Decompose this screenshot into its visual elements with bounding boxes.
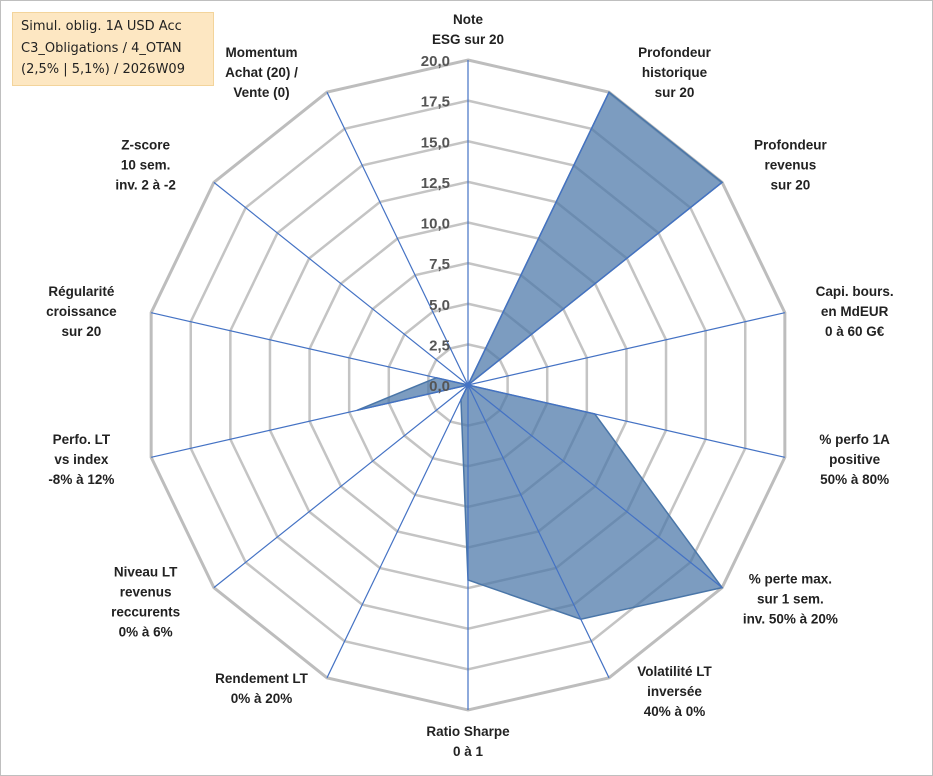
chart-title-box: Simul. oblig. 1A USD Acc C3_Obligations … — [12, 12, 214, 86]
axis-label: Régularité croissance sur 20 — [46, 284, 117, 339]
tick-label: 0,0 — [429, 378, 450, 395]
axis-label-line: 10 sem. — [121, 157, 171, 172]
axis-label-line: 0 à 1 — [453, 744, 484, 759]
radar-spoke — [326, 384, 469, 679]
axis-label-line: Momentum — [226, 45, 298, 60]
radar-spoke — [467, 384, 610, 679]
axis-label-line: revenus — [764, 157, 816, 172]
axis-label-line: vs index — [54, 452, 109, 467]
axis-label: Capi. bours. en MdEUR 0 à 60 G€ — [816, 284, 894, 339]
axis-label-line: Rendement LT — [215, 671, 309, 686]
axis-label: Momentum Achat (20) / Vente (0) — [225, 45, 298, 100]
axis-label-line: % perfo 1A — [819, 432, 890, 447]
series-area — [356, 91, 724, 621]
radar-spoke — [326, 91, 469, 386]
axis-label-line: inversée — [647, 684, 702, 699]
axis-label-line: Volatilité LT — [637, 664, 712, 679]
axis-label-line: Z-score — [121, 137, 170, 152]
radar-spoke — [467, 91, 610, 386]
radar-spoke — [151, 312, 469, 386]
axis-label-line: sur 20 — [61, 324, 101, 339]
title-line-2: C3_Obligations / 4_OTAN — [21, 40, 182, 56]
title-line-3: (2,5% | 5,1%) / 2026W09 — [21, 62, 185, 77]
axis-label: Note ESG sur 20 — [432, 12, 504, 47]
tick-label: 20,0 — [421, 53, 450, 70]
tick-label: 17,5 — [421, 94, 450, 111]
axis-label-line: sur 1 sem. — [757, 592, 824, 607]
axis-label: Niveau LT revenus reccurents 0% à 6% — [111, 565, 180, 640]
axis-label-line: inv. 50% à 20% — [743, 612, 838, 627]
radar-spoke — [213, 181, 469, 386]
radar-spoke — [467, 312, 785, 386]
axis-label-line: revenus — [120, 585, 172, 600]
radar-spoke — [467, 384, 723, 589]
axis-label-line: Profondeur — [638, 45, 711, 60]
tick-label: 5,0 — [429, 297, 450, 314]
axis-label: Rendement LT 0% à 20% — [215, 671, 309, 706]
axis-label: % perfo 1A positive 50% à 80% — [819, 432, 890, 487]
axis-label-line: Régularité — [48, 284, 115, 299]
axis-label-line: historique — [642, 65, 708, 80]
axis-label-line: Vente (0) — [233, 85, 289, 100]
axis-label-line: reccurents — [111, 605, 180, 620]
axis-label: Z-score 10 sem. inv. 2 à -2 — [115, 137, 176, 192]
axis-label-line: % perte max. — [749, 572, 832, 587]
axis-label: Ratio Sharpe 0 à 1 — [426, 724, 510, 759]
axis-label-line: -8% à 12% — [48, 472, 114, 487]
radar-spoke — [151, 384, 469, 458]
axis-label-line: sur 20 — [770, 177, 810, 192]
radar-spoke — [467, 384, 785, 458]
axis-label-line: positive — [829, 452, 881, 467]
axis-label-line: Perfo. LT — [53, 432, 111, 447]
axis-label-line: 50% à 80% — [820, 472, 889, 487]
axis-label-line: ESG sur 20 — [432, 32, 504, 47]
axis-label-line: en MdEUR — [821, 304, 889, 319]
tick-label: 10,0 — [421, 216, 450, 233]
radar-spoke — [467, 181, 723, 386]
axis-label-line: Niveau LT — [114, 565, 178, 580]
radar-spoke — [213, 384, 469, 589]
tick-label: 15,0 — [421, 134, 450, 151]
axis-label-line: 0% à 6% — [119, 625, 173, 640]
axis-label-line: 0 à 60 G€ — [825, 324, 885, 339]
axis-label-line: Profondeur — [754, 137, 827, 152]
axis-label-line: 0% à 20% — [231, 691, 293, 706]
axis-label-line: sur 20 — [655, 85, 695, 100]
axis-label: % perte max. sur 1 sem. inv. 50% à 20% — [743, 572, 838, 627]
axis-label-line: Achat (20) / — [225, 65, 298, 80]
axis-label-line: Ratio Sharpe — [426, 724, 510, 739]
axis-label-line: inv. 2 à -2 — [115, 177, 176, 192]
tick-label: 7,5 — [429, 256, 450, 273]
title-line-1: Simul. oblig. 1A USD Acc — [21, 19, 182, 34]
tick-label: 2,5 — [429, 337, 450, 354]
tick-label: 12,5 — [421, 175, 450, 192]
axis-label: Profondeur historique sur 20 — [638, 45, 711, 100]
axis-label-line: croissance — [46, 304, 117, 319]
axis-label: Volatilité LT inversée 40% à 0% — [637, 664, 712, 719]
axis-label-line: Note — [453, 12, 483, 27]
axis-label-line: 40% à 0% — [644, 704, 706, 719]
axis-label: Profondeur revenus sur 20 — [754, 137, 827, 192]
axis-label: Perfo. LT vs index -8% à 12% — [48, 432, 114, 487]
axis-label-line: Capi. bours. — [816, 284, 894, 299]
